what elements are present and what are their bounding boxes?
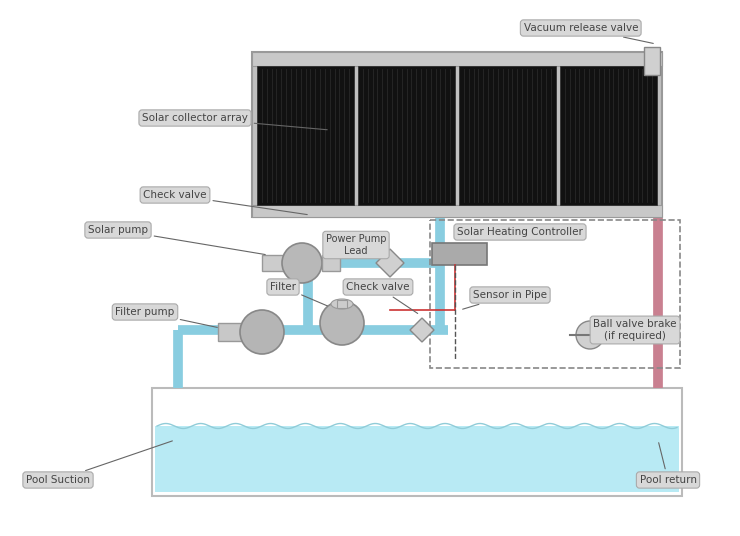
Text: Pool return: Pool return bbox=[639, 443, 696, 485]
Text: Vacuum release valve: Vacuum release valve bbox=[523, 23, 653, 43]
Bar bbox=[560, 66, 657, 205]
Bar bbox=[430, 220, 680, 368]
Polygon shape bbox=[410, 318, 434, 342]
Text: Solar pump: Solar pump bbox=[88, 225, 265, 255]
Text: Solar collector array: Solar collector array bbox=[142, 113, 327, 130]
Circle shape bbox=[576, 321, 604, 349]
Bar bbox=[262, 255, 290, 271]
Text: Sensor in Pipe: Sensor in Pipe bbox=[462, 290, 547, 309]
Text: Filter pump: Filter pump bbox=[115, 307, 218, 327]
Text: Check valve: Check valve bbox=[346, 282, 417, 314]
Bar bbox=[252, 52, 662, 217]
Bar bbox=[252, 205, 662, 217]
Bar bbox=[644, 47, 660, 75]
Ellipse shape bbox=[331, 299, 353, 309]
Bar bbox=[252, 52, 662, 66]
Bar bbox=[322, 255, 340, 271]
Text: Filter: Filter bbox=[270, 282, 327, 306]
Bar bbox=[257, 66, 354, 205]
Text: Solar Heating Controller: Solar Heating Controller bbox=[457, 227, 583, 237]
Text: Pool Suction: Pool Suction bbox=[26, 441, 172, 485]
Bar bbox=[155, 426, 679, 492]
Circle shape bbox=[240, 310, 284, 354]
Circle shape bbox=[282, 243, 322, 283]
Bar bbox=[432, 243, 487, 265]
Polygon shape bbox=[376, 249, 404, 277]
Circle shape bbox=[320, 301, 364, 345]
Text: Check valve: Check valve bbox=[144, 190, 307, 214]
Bar bbox=[459, 66, 556, 205]
Text: Power Pump
Lead: Power Pump Lead bbox=[326, 234, 386, 256]
Bar bbox=[218, 323, 248, 341]
Bar bbox=[358, 66, 455, 205]
Bar bbox=[337, 300, 347, 308]
Bar bbox=[152, 388, 682, 496]
Text: Ball valve brake
(if required): Ball valve brake (if required) bbox=[593, 319, 677, 341]
